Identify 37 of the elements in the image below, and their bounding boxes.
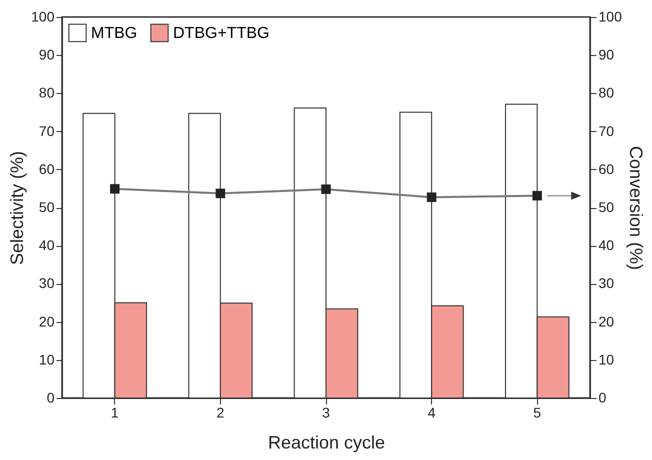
legend-label: MTBG: [91, 24, 138, 42]
y-tick-label: 80: [38, 84, 55, 101]
y2-tick-label: 90: [598, 46, 614, 63]
y2-tick-label: 10: [598, 351, 614, 368]
y-tick-label: 70: [38, 122, 55, 139]
y-tick-label: 10: [38, 351, 55, 368]
point: [321, 184, 331, 194]
x-tick-label: 5: [533, 404, 542, 420]
point: [216, 188, 226, 198]
x-tick-label: 1: [110, 404, 119, 420]
y2-tick-label: 0: [598, 390, 606, 406]
y2-tick-label: 100: [598, 8, 622, 24]
y-tick-label: 90: [38, 46, 55, 63]
y-tick-label: 20: [38, 313, 55, 330]
x-tick-label: 2: [216, 404, 224, 420]
legend-label: DTBG+TTBG: [173, 24, 270, 42]
point: [426, 192, 436, 202]
y-tick-label: 0: [46, 390, 55, 406]
y-tick-label: 100: [31, 8, 55, 24]
point: [532, 190, 542, 200]
y2-tick-label: 50: [598, 199, 614, 215]
y2-tick-label: 80: [598, 84, 614, 101]
y2-tick-label: 70: [598, 122, 614, 139]
x-axis-title: Reaction cycle: [268, 432, 386, 452]
y-axis-title: Selectivity (%): [7, 150, 28, 266]
y-tick-label: 50: [38, 199, 55, 215]
y-tick-label: 30: [38, 275, 55, 292]
y2-tick-label: 40: [598, 237, 614, 254]
y2-axis-title: Conversion (%): [626, 146, 646, 270]
point: [110, 184, 120, 194]
y-tick-label: 60: [38, 160, 55, 177]
y2-tick-label: 20: [598, 313, 614, 330]
y2-tick-label: 60: [598, 160, 614, 177]
y-tick-label: 40: [38, 237, 55, 254]
x-tick-label: 3: [322, 404, 330, 420]
x-tick-label: 4: [428, 404, 436, 420]
y2-tick-label: 30: [598, 275, 614, 292]
